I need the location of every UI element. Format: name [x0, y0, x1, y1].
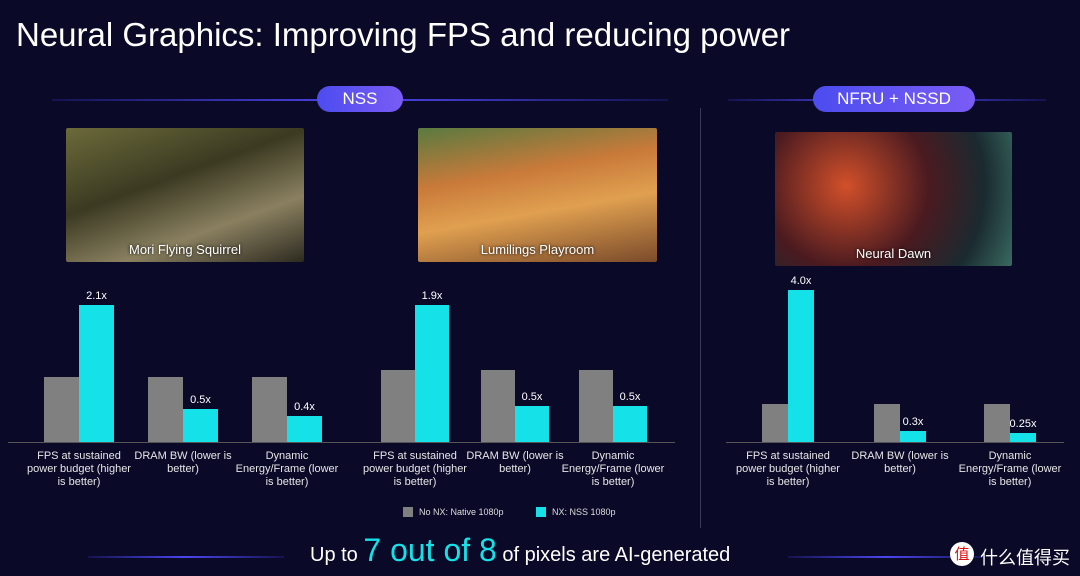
- image-caption: Lumilings Playroom: [480, 242, 595, 257]
- value-label: 2.1x: [86, 290, 107, 302]
- chart-image: [66, 128, 304, 262]
- footer: Up to 7 out of 8 of pixels are AI-genera…: [310, 532, 730, 569]
- divider: [700, 108, 701, 528]
- bar: [44, 376, 79, 442]
- footer-line: [88, 556, 284, 558]
- baseline: [726, 442, 1064, 443]
- bar: [415, 305, 449, 442]
- value-label: 0.5x: [190, 394, 211, 407]
- image-caption: Neural Dawn: [855, 246, 932, 261]
- footer-text: Up to: [310, 544, 358, 566]
- slide-title: Neural Graphics: Improving FPS and reduc…: [16, 16, 791, 53]
- x-tick-label: FPS at sustained power budget (higher is…: [363, 450, 467, 488]
- legend-swatch: [403, 507, 413, 517]
- x-tick-label: Dynamic Energy/Frame (lower is better): [235, 450, 339, 488]
- bar: [984, 404, 1010, 442]
- value-label: 0.25x: [1009, 417, 1037, 430]
- section-label: NSS: [317, 86, 403, 112]
- x-tick-label: DRAM BW (lower is better): [851, 450, 949, 475]
- x-tick-label: DRAM BW (lower is better): [466, 450, 564, 475]
- bar: [381, 369, 415, 442]
- bar: [481, 369, 515, 442]
- section-label: NFRU + NSSD: [813, 86, 975, 112]
- baseline: [8, 442, 350, 443]
- x-tick-label: Dynamic Energy/Frame (lower is better): [958, 450, 1062, 488]
- bar: [252, 376, 287, 442]
- x-tick-label: FPS at sustained power budget (higher is…: [736, 450, 840, 488]
- image-caption: Mori Flying Squirrel: [129, 242, 241, 257]
- footer-text: of pixels are AI-generated: [502, 544, 731, 566]
- bar: [1010, 432, 1036, 442]
- x-tick-label: Dynamic Energy/Frame (lower is better): [561, 450, 665, 488]
- x-tick-label: FPS at sustained power budget (higher is…: [27, 450, 131, 488]
- x-tick-label: DRAM BW (lower is better): [134, 450, 232, 475]
- chart-image: [418, 128, 657, 262]
- legend-label: No NX: Native 1080p: [419, 507, 504, 517]
- value-label: 0.3x: [902, 415, 924, 428]
- value-label: 4.0x: [790, 275, 812, 287]
- bar: [788, 290, 814, 442]
- bar: [579, 369, 613, 442]
- bar: [183, 409, 218, 442]
- chart-image: [775, 132, 1012, 266]
- bar: [79, 305, 114, 442]
- bar: [613, 405, 647, 442]
- value-label: 0.5x: [619, 390, 641, 403]
- watermark-text: 什么值得买: [980, 548, 1070, 569]
- watermark-icon: 值: [950, 542, 974, 566]
- legend-swatch: [536, 507, 546, 517]
- value-label: 0.5x: [521, 390, 543, 403]
- bar: [762, 404, 788, 442]
- value-label: 1.9x: [421, 290, 443, 302]
- bar: [148, 376, 183, 442]
- footer-highlight: 7 out of 8: [363, 532, 497, 568]
- bar: [900, 430, 926, 442]
- footer-line: [788, 556, 984, 558]
- baseline: [345, 442, 675, 443]
- value-label: 0.4x: [294, 400, 315, 413]
- bar: [874, 404, 900, 442]
- bar: [515, 405, 549, 442]
- legend-label: NX: NSS 1080p: [552, 507, 616, 517]
- bar: [287, 415, 322, 442]
